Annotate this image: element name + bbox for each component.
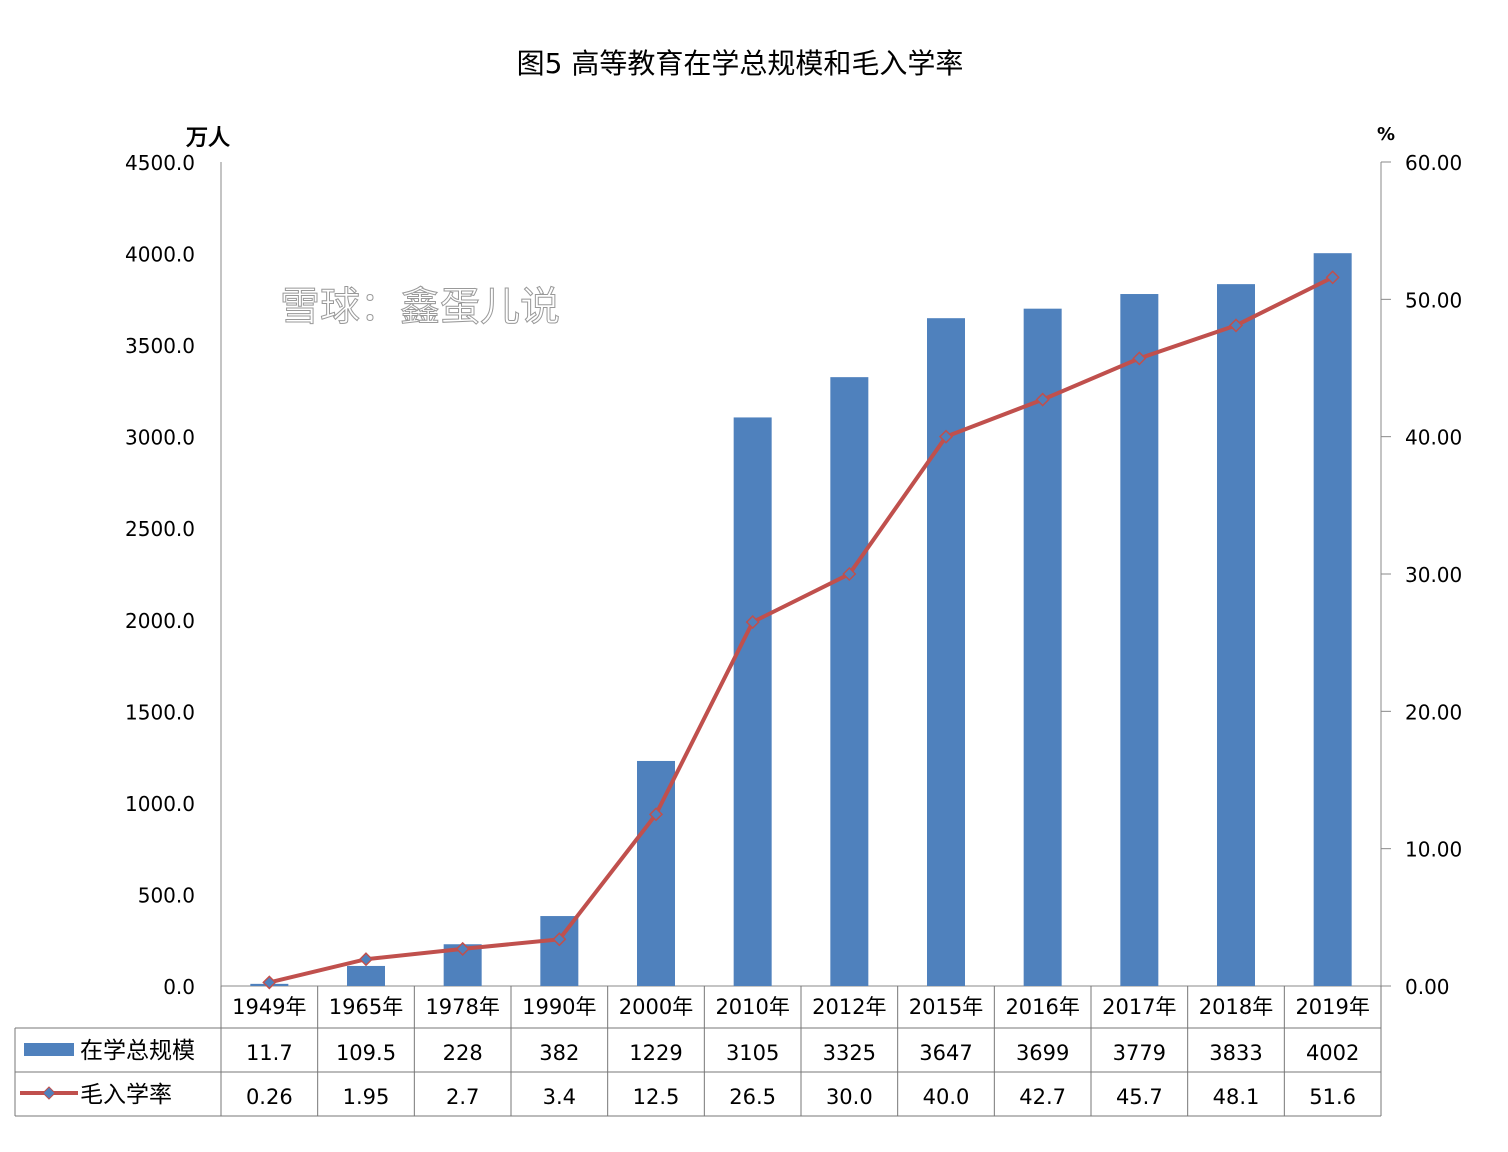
left-tick-label: 3000.0 xyxy=(125,426,195,450)
left-axis-unit: 万人 xyxy=(185,126,230,151)
line-point xyxy=(745,615,760,630)
left-tick-label: 4500.0 xyxy=(125,151,195,175)
chart-title: 图5 高等教育在学总规模和毛入学率 xyxy=(517,47,964,80)
right-axis-unit: % xyxy=(1377,124,1395,145)
bar-value-cell: 3105 xyxy=(726,1041,779,1065)
rate-value-cell: 12.5 xyxy=(633,1085,680,1109)
bar xyxy=(347,965,385,986)
bar-value-cell: 11.7 xyxy=(246,1041,293,1065)
left-tick-label: 500.0 xyxy=(138,883,195,907)
right-tick-label: 40.00 xyxy=(1405,426,1462,450)
category-label: 1949年 xyxy=(232,995,306,1019)
right-tick-label: 0.00 xyxy=(1405,975,1450,999)
category-label: 1978年 xyxy=(425,995,499,1019)
bar-value-cell: 382 xyxy=(539,1041,579,1065)
left-tick-label: 0.0 xyxy=(163,975,195,999)
bar xyxy=(637,760,675,986)
bar xyxy=(927,318,965,986)
bar xyxy=(830,377,869,987)
line-point xyxy=(648,807,664,822)
bar xyxy=(1023,308,1062,986)
bar-value-cell: 3699 xyxy=(1016,1041,1069,1065)
left-tick-label: 4000.0 xyxy=(125,243,195,267)
bar xyxy=(1120,294,1159,987)
category-label: 2019年 xyxy=(1295,995,1369,1019)
right-tick-label: 20.00 xyxy=(1405,700,1462,724)
rate-value-cell: 51.6 xyxy=(1309,1085,1356,1109)
category-label: 2018年 xyxy=(1199,995,1273,1019)
line-point xyxy=(1325,270,1340,285)
right-tick-label: 50.00 xyxy=(1405,288,1462,312)
line-point xyxy=(552,932,567,947)
legend-line-label: 毛入学率 xyxy=(80,1082,172,1108)
rate-value-cell: 3.4 xyxy=(543,1085,576,1109)
category-label: 2000年 xyxy=(619,995,693,1019)
category-label: 2016年 xyxy=(1005,995,1079,1019)
rate-value-cell: 42.7 xyxy=(1019,1085,1066,1109)
bar xyxy=(1313,253,1352,986)
category-label: 2012年 xyxy=(812,995,886,1019)
category-label: 1965年 xyxy=(329,995,403,1019)
right-tick-label: 10.00 xyxy=(1405,838,1462,862)
right-tick-label: 30.00 xyxy=(1405,563,1462,587)
rate-value-cell: 1.95 xyxy=(343,1085,390,1109)
bar xyxy=(733,417,772,986)
left-tick-label: 2000.0 xyxy=(125,609,195,633)
bar xyxy=(1217,284,1255,986)
bar-value-cell: 228 xyxy=(443,1041,483,1065)
line-point xyxy=(262,975,277,990)
left-tick-label: 1000.0 xyxy=(125,792,195,816)
line-point xyxy=(1035,392,1050,407)
category-label: 1990年 xyxy=(522,995,596,1019)
right-tick-label: 60.00 xyxy=(1405,151,1462,175)
line-point xyxy=(938,429,954,444)
rate-value-cell: 48.1 xyxy=(1213,1085,1260,1109)
line-point xyxy=(1228,318,1244,333)
bar-value-cell: 1229 xyxy=(629,1041,682,1065)
left-tick-label: 3500.0 xyxy=(125,334,195,358)
bar-value-cell: 3325 xyxy=(823,1041,876,1065)
bar-value-cell: 4002 xyxy=(1306,1041,1359,1065)
bar-value-cell: 3833 xyxy=(1209,1041,1262,1065)
line-point xyxy=(455,941,470,956)
rate-value-cell: 45.7 xyxy=(1116,1085,1163,1109)
line-point xyxy=(1132,351,1147,366)
category-label: 2010年 xyxy=(715,995,789,1019)
category-label: 2017年 xyxy=(1102,995,1176,1019)
rate-value-cell: 26.5 xyxy=(729,1085,776,1109)
rate-line xyxy=(268,275,1334,985)
left-tick-label: 1500.0 xyxy=(125,700,195,724)
bar xyxy=(540,916,579,986)
legend-line-marker xyxy=(42,1086,56,1100)
legend-bar-swatch xyxy=(24,1043,74,1056)
line-point xyxy=(842,566,857,582)
line-point xyxy=(358,952,374,967)
legend-bar-label: 在学总规模 xyxy=(80,1038,195,1064)
rate-value-cell: 30.0 xyxy=(826,1085,873,1109)
rate-value-cell: 0.26 xyxy=(246,1085,293,1109)
bar-value-cell: 3779 xyxy=(1113,1041,1166,1065)
rate-value-cell: 40.0 xyxy=(923,1085,970,1109)
watermark: 雪球：鑫蛋儿说 xyxy=(280,284,560,330)
left-tick-label: 2500.0 xyxy=(125,517,195,541)
category-label: 2015年 xyxy=(909,995,983,1019)
bar-value-cell: 3647 xyxy=(919,1041,972,1065)
bar-value-cell: 109.5 xyxy=(336,1041,396,1065)
rate-value-cell: 2.7 xyxy=(446,1085,479,1109)
